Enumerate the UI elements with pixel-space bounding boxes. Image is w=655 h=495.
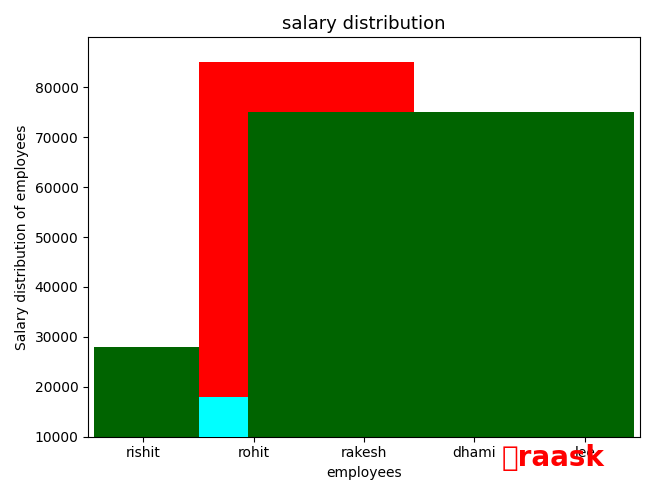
Title: salary distribution: salary distribution (282, 15, 446, 33)
Y-axis label: Salary distribution of employees: Salary distribution of employees (15, 124, 29, 349)
Bar (198, 397, 248, 437)
Bar (198, 62, 414, 437)
X-axis label: employees: employees (326, 466, 402, 480)
Bar (94, 347, 198, 437)
Bar (309, 317, 635, 437)
Text: Ⓡraask: Ⓡraask (502, 444, 605, 472)
Bar (248, 112, 635, 437)
